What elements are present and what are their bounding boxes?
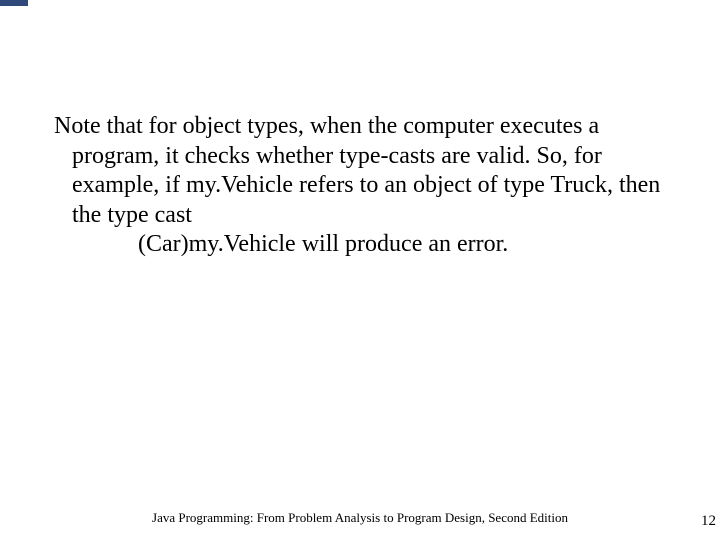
page-number: 12: [701, 513, 716, 530]
accent-stripe: [0, 0, 28, 6]
body-text-block: Note that for object types, when the com…: [54, 112, 680, 260]
body-paragraph: Note that for object types, when the com…: [54, 112, 680, 230]
body-indent-line: (Car)my.​Vehicle will produce an error.: [54, 230, 680, 260]
footer-text: Java Programming: From Problem Analysis …: [0, 510, 720, 526]
footer: Java Programming: From Problem Analysis …: [0, 510, 720, 530]
slide: Note that for object types, when the com…: [0, 0, 720, 540]
